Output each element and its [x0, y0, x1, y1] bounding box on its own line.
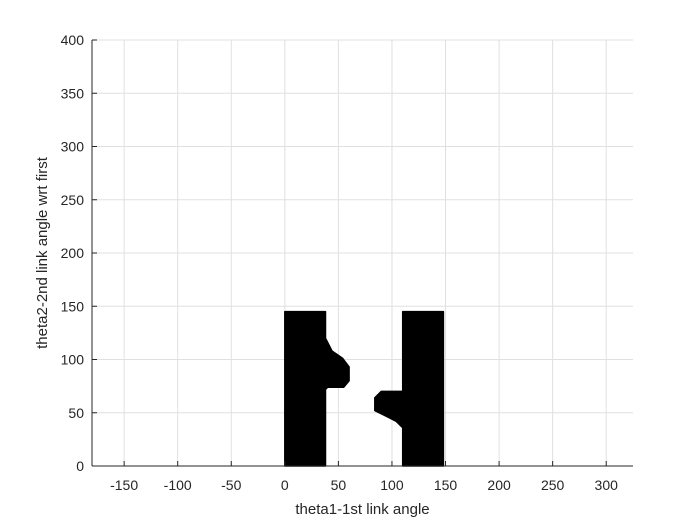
y-tick-label: 50 [68, 405, 84, 421]
x-tick-label: -150 [110, 477, 138, 493]
y-tick-label: 200 [61, 245, 85, 261]
y-tick-label: 350 [61, 85, 85, 101]
x-tick-label: 0 [281, 477, 289, 493]
y-tick-label: 250 [61, 192, 85, 208]
y-tick-label: 400 [61, 32, 85, 48]
x-tick-label: 150 [434, 477, 458, 493]
x-tick-label: -50 [221, 477, 241, 493]
y-tick-label: 0 [76, 458, 84, 474]
x-tick-label: -100 [164, 477, 192, 493]
x-axis-ticks: -150 -100 -50 0 50 100 150 200 250 300 [110, 461, 618, 493]
x-tick-label: 50 [331, 477, 347, 493]
y-axis-ticks: 0 50 100 150 200 250 300 350 400 [61, 32, 97, 474]
x-tick-label: 200 [487, 477, 511, 493]
x-tick-label: 250 [541, 477, 565, 493]
x-tick-label: 100 [380, 477, 404, 493]
x-axis-label: theta1-1st link angle [295, 501, 429, 518]
y-tick-label: 100 [61, 352, 85, 368]
y-tick-label: 150 [61, 298, 85, 314]
obstacle-regions [284, 310, 445, 467]
y-tick-label: 300 [61, 139, 85, 155]
obstacle-region-1 [284, 310, 350, 467]
x-tick-label: 300 [595, 477, 619, 493]
y-axis-label: theta2-2nd link angle wrt first [34, 156, 51, 349]
obstacle-region-2 [374, 310, 445, 467]
